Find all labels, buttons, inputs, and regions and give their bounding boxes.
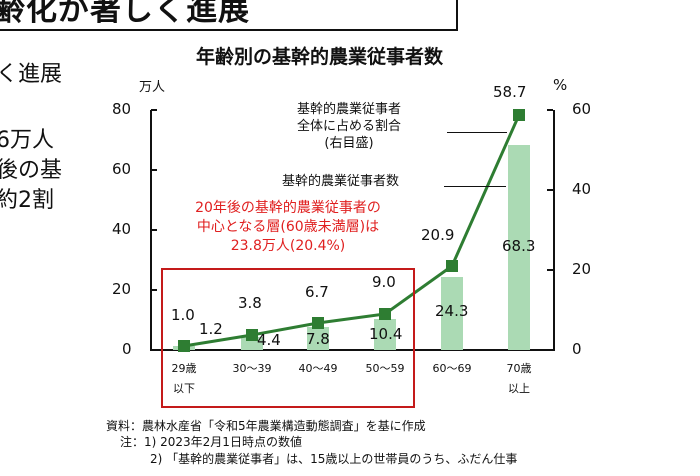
bar-50-59 <box>374 319 396 350</box>
side-text-line: 6万人 <box>0 128 54 153</box>
left-tick <box>151 169 157 171</box>
ratio-label: 6.7 <box>305 283 329 301</box>
footnote-1: 注：1) 2023年2月1日時点の数値 <box>120 435 302 449</box>
right-tick <box>547 109 553 111</box>
bar-60-69 <box>441 277 463 350</box>
side-text-line: 約2割 <box>0 188 54 213</box>
bar-value-label: 24.3 <box>435 302 469 320</box>
bar-value-label: 4.4 <box>257 331 281 349</box>
left-tick <box>151 109 157 111</box>
left-tick-label: 60 <box>112 160 132 178</box>
bar-value-label: 68.3 <box>502 237 536 255</box>
category-label: 70歳 以上 <box>506 362 532 395</box>
x-axis <box>150 349 555 351</box>
bar-40-49 <box>307 327 329 350</box>
right-tick-label: 0 <box>572 340 582 358</box>
right-tick-label: 40 <box>572 180 592 198</box>
left-tick-label: 40 <box>112 220 132 238</box>
side-text-line: 後の基 <box>0 158 63 183</box>
chart-title: 年齢別の基幹的農業従事者数 <box>196 46 444 68</box>
bar-series-label: 基幹的農業従事者数 <box>282 174 400 189</box>
page-header-title: 齢化が著しく進展 <box>0 0 250 28</box>
bar-value-label: 7.8 <box>306 330 330 348</box>
annotation-text: 20年後の基幹的農業従事者の 中心となる層(60歳未満層)は 23.8万人(20… <box>195 200 381 254</box>
category-label: 40〜49 <box>298 362 338 375</box>
right-tick-label: 60 <box>572 100 592 118</box>
left-tick <box>151 229 157 231</box>
left-tick-label: 80 <box>112 100 132 118</box>
category-label: 50〜59 <box>365 362 405 375</box>
right-axis-unit: % <box>553 76 568 94</box>
ratio-label: 20.9 <box>421 226 455 244</box>
category-label: 30〜39 <box>232 362 272 375</box>
bar-value-label: 10.4 <box>369 325 403 343</box>
ratio-label: 1.0 <box>171 306 195 324</box>
line-series-leader <box>447 132 507 133</box>
side-text-line: く進展 <box>0 62 63 87</box>
left-tick <box>151 289 157 291</box>
left-tick-label: 0 <box>122 340 132 358</box>
under-60-highlight-box <box>161 268 415 408</box>
bar-value-label: 1.2 <box>199 320 223 338</box>
header-box <box>0 0 458 31</box>
right-tick <box>547 189 553 191</box>
footnote-2: 2) 「基幹的農業従事者」は、15歳以上の世帯員のうち、ふだん仕事 <box>150 452 518 466</box>
bar-70-over <box>508 145 530 350</box>
bar-series-leader <box>444 186 506 187</box>
line-series-label: 基幹的農業従事者 全体に占める割合 (右目盛) <box>297 102 402 151</box>
right-axis <box>553 110 555 351</box>
category-label: 60〜69 <box>432 362 472 375</box>
ratio-label: 9.0 <box>372 273 396 291</box>
left-tick-label: 20 <box>112 280 132 298</box>
source-note: 資料：農林水産省「令和5年農業構造動態調査」を基に作成 <box>106 419 426 433</box>
category-label: 29歳 以下 <box>171 362 197 395</box>
left-axis-unit: 万人 <box>139 80 166 95</box>
right-tick <box>547 269 553 271</box>
ratio-label: 58.7 <box>493 83 527 101</box>
right-tick-label: 20 <box>572 260 592 278</box>
ratio-label: 3.8 <box>238 294 262 312</box>
